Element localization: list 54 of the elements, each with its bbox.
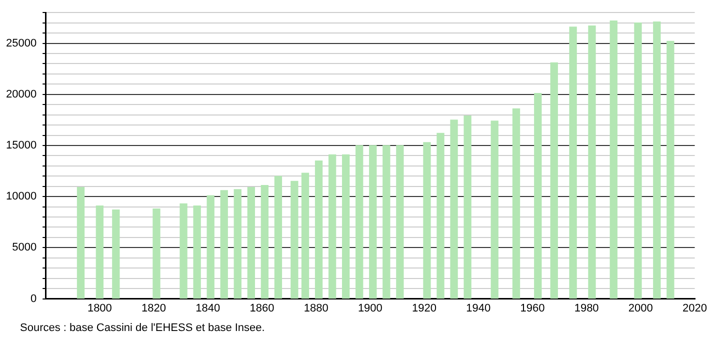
- bar: [588, 26, 596, 299]
- y-tick-label: 5000: [12, 242, 37, 254]
- y-tick-label: 15000: [6, 140, 37, 152]
- x-tick-label: 1880: [304, 302, 328, 314]
- bar: [152, 208, 160, 299]
- bar: [328, 154, 336, 299]
- bar: [260, 185, 269, 299]
- x-tick-label: 1980: [574, 302, 599, 314]
- x-tick-label: 2000: [628, 302, 653, 314]
- bar: [206, 195, 214, 299]
- bar: [76, 187, 85, 299]
- bar: [550, 62, 558, 299]
- bar: [369, 145, 377, 299]
- x-tick-label: 1800: [87, 302, 112, 314]
- bar: [112, 210, 120, 299]
- bar: [96, 205, 104, 299]
- y-tick-label: 20000: [6, 88, 37, 100]
- bar: [610, 20, 618, 299]
- bar: [314, 160, 323, 299]
- bar: [193, 205, 201, 299]
- bar: [396, 145, 404, 299]
- bar: [356, 145, 364, 299]
- bar: [512, 108, 520, 299]
- bar: [534, 93, 542, 299]
- bar: [450, 120, 458, 299]
- y-tick-label: 0: [30, 292, 37, 305]
- x-tick-label: 1940: [466, 302, 491, 314]
- bar: [464, 116, 472, 299]
- bar: [634, 22, 642, 299]
- bar: [569, 26, 577, 299]
- bar: [490, 120, 498, 299]
- x-tick-label: 1820: [142, 302, 166, 314]
- bar: [290, 180, 298, 299]
- y-tick-label: 10000: [6, 190, 37, 203]
- bar: [342, 154, 350, 299]
- bar: [423, 142, 431, 299]
- bar: [180, 203, 188, 299]
- bar: [666, 40, 674, 299]
- bar: [653, 21, 661, 299]
- bar: [234, 189, 242, 299]
- x-tick-label: 1860: [250, 302, 274, 314]
- bar: [436, 132, 444, 299]
- y-tick-label: 25000: [6, 37, 37, 50]
- bar: [301, 172, 310, 299]
- bar: [274, 176, 282, 299]
- source-note: Sources : base Cassini de l'EHESS et base Insee.: [20, 322, 266, 334]
- bar: [382, 145, 390, 299]
- bar: [247, 187, 255, 299]
- x-tick-label: 2020: [682, 302, 708, 314]
- x-tick-label: 1960: [520, 302, 545, 314]
- x-tick-label: 1840: [196, 302, 220, 314]
- x-tick-label: 1920: [412, 302, 437, 314]
- bar: [220, 190, 228, 299]
- x-tick-label: 1900: [358, 302, 382, 314]
